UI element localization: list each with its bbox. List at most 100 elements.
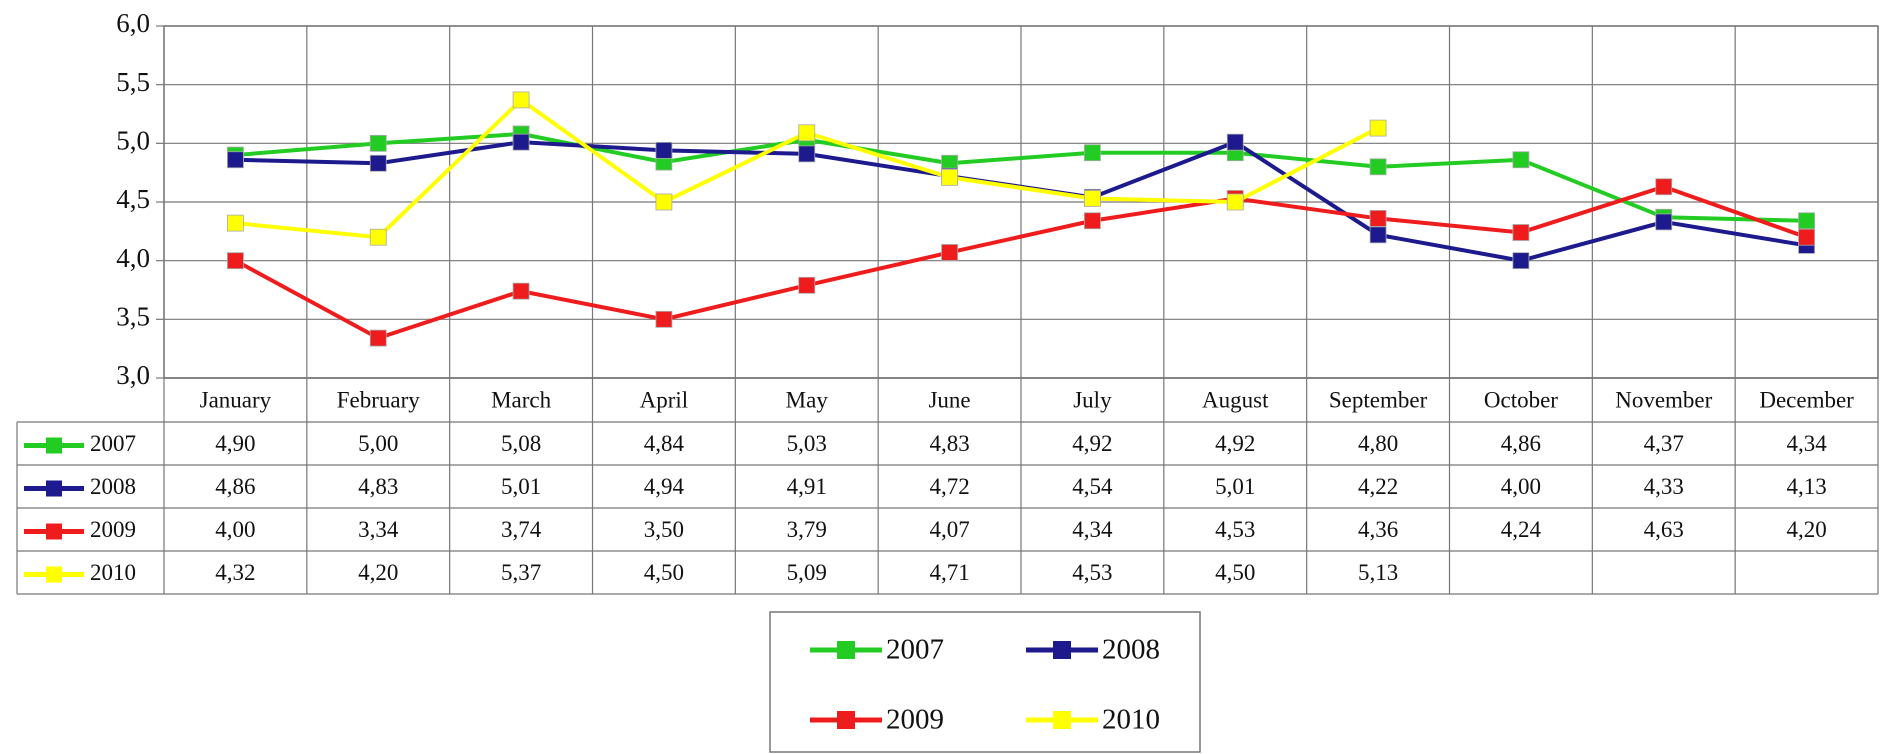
table-cell: 4,72 [929, 474, 969, 499]
table-cell: 4,36 [1358, 517, 1398, 542]
data-point [227, 151, 244, 169]
data-point [941, 244, 958, 261]
table-cell: 5,00 [358, 431, 398, 456]
data-point [512, 91, 530, 109]
table-cell: 5,09 [787, 560, 827, 585]
data-point [1512, 252, 1530, 270]
data-point [512, 133, 530, 151]
table-cell: 4,13 [1786, 474, 1826, 499]
data-point [227, 214, 244, 232]
data-point [512, 282, 530, 300]
table-cell: 4,34 [1072, 517, 1113, 542]
legend-label: 2007 [886, 634, 944, 666]
table-cell: 4,07 [929, 517, 969, 542]
row-label: 2009 [90, 517, 136, 542]
y-tick-label: 5,5 [116, 67, 150, 97]
table-cell: 4,54 [1072, 474, 1113, 499]
table-cell: 4,80 [1358, 431, 1398, 456]
data-point [1084, 144, 1101, 162]
table-cell: 4,71 [929, 560, 969, 585]
table-cell: 4,20 [1786, 517, 1826, 542]
series-line [235, 131, 1807, 223]
data-point [369, 154, 387, 172]
legend-label: 2010 [1102, 704, 1160, 736]
table-cell: 5,03 [787, 431, 827, 456]
data-point [798, 276, 816, 294]
table-cell: 4,20 [358, 560, 398, 585]
legend-label: 2009 [886, 704, 944, 736]
y-tick-label: 6,0 [116, 8, 150, 38]
table-cell: 4,22 [1358, 474, 1398, 499]
table-cell: 4,86 [215, 474, 255, 499]
table-cell: 4,50 [1215, 560, 1255, 585]
table-cell: 4,53 [1215, 517, 1255, 542]
data-point [1512, 151, 1530, 169]
x-tick-label: February [337, 387, 421, 412]
data-point [798, 124, 816, 142]
data-point [1655, 178, 1673, 196]
x-tick-label: August [1202, 387, 1269, 412]
x-tick-label: April [640, 387, 689, 412]
table-cell: 4,00 [1501, 474, 1541, 499]
table-cell: 4,53 [1072, 560, 1112, 585]
table-cell: 5,37 [501, 560, 541, 585]
x-tick-label: May [786, 387, 829, 412]
data-point [369, 134, 387, 152]
legend-marker [1053, 711, 1071, 729]
table-cell: 4,33 [1644, 474, 1684, 499]
y-tick-label: 5,0 [116, 126, 150, 156]
y-tick-label: 4,0 [116, 243, 150, 273]
table-cell: 4,32 [215, 560, 255, 585]
legend-marker [1053, 641, 1071, 659]
table-cell: 3,74 [501, 517, 542, 542]
legend-marker [837, 711, 855, 729]
data-point [1369, 210, 1387, 227]
data-point [1226, 193, 1244, 211]
table-cell: 4,00 [215, 517, 255, 542]
data-point [227, 252, 244, 270]
x-tick-label: July [1073, 387, 1112, 412]
table-cell: 4,86 [1501, 431, 1541, 456]
data-point [1226, 133, 1244, 151]
data-point [655, 193, 673, 211]
row-label: 2010 [90, 560, 136, 585]
table-cell: 3,34 [358, 517, 399, 542]
x-tick-label: January [200, 387, 272, 412]
row-label: 2007 [90, 431, 136, 456]
table-cell: 4,90 [215, 431, 255, 456]
data-point [1655, 213, 1673, 231]
table-cell: 4,94 [644, 474, 685, 499]
legend-marker [46, 437, 62, 454]
data-point [1369, 119, 1387, 137]
legend-marker [46, 523, 62, 540]
data-point [941, 168, 958, 186]
legend-label: 2008 [1102, 634, 1160, 666]
data-point [655, 310, 673, 328]
table-cell: 3,50 [644, 517, 684, 542]
legend-marker [46, 566, 62, 583]
data-point [798, 145, 816, 163]
table-cell: 5,01 [501, 474, 541, 499]
data-point [369, 329, 387, 347]
data-point [655, 141, 673, 159]
table-cell: 4,92 [1072, 431, 1112, 456]
x-tick-label: June [928, 387, 970, 412]
table-cell: 4,84 [644, 431, 685, 456]
table-cell: 4,34 [1786, 431, 1827, 456]
data-point [1084, 190, 1101, 207]
legend-marker [837, 641, 855, 659]
data-point [1512, 224, 1530, 241]
x-tick-label: October [1484, 387, 1558, 412]
table-cell: 4,83 [358, 474, 398, 499]
y-tick-label: 3,0 [116, 360, 150, 390]
table-cell: 4,63 [1644, 517, 1684, 542]
table-cell: 4,83 [929, 431, 969, 456]
y-tick-label: 3,5 [116, 302, 150, 332]
legend-marker [46, 480, 62, 497]
series-line [234, 184, 1808, 341]
x-tick-label: September [1329, 387, 1428, 412]
table-cell: 5,08 [501, 431, 541, 456]
x-tick-label: March [491, 387, 552, 412]
table-cell: 4,24 [1501, 517, 1542, 542]
